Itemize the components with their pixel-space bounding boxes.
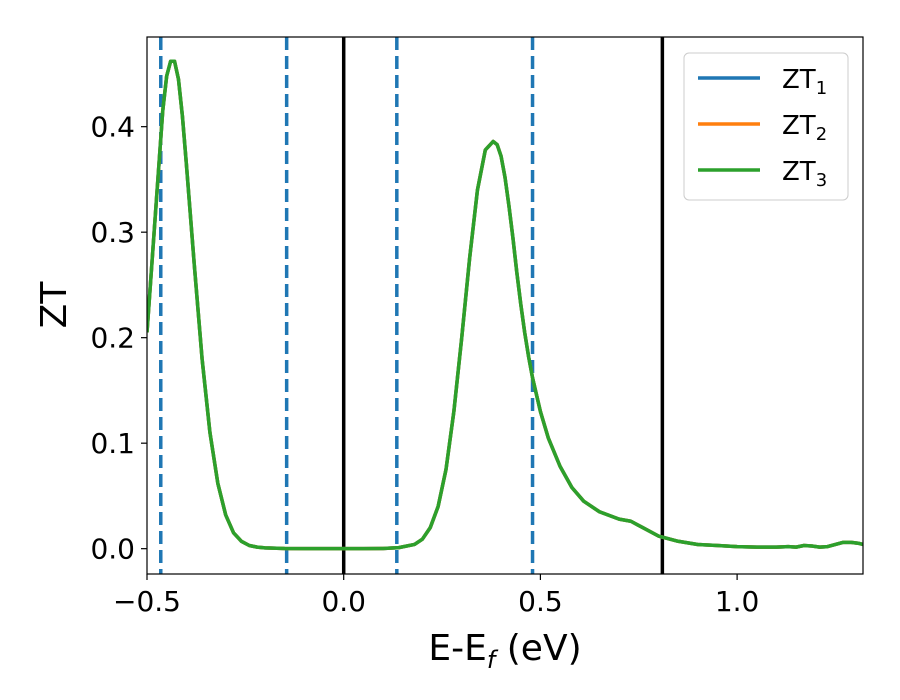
y-axis-label: ZT xyxy=(34,281,75,329)
series-lines xyxy=(147,59,863,551)
legend-label-zt2: ZT2 xyxy=(782,111,827,145)
x-axis-label-suffix: (eV) xyxy=(495,628,581,669)
y-tick-label-3: 0.3 xyxy=(90,216,135,249)
y-tick-label-1: 0.1 xyxy=(90,427,135,460)
axis-ticks: −0.5 0.0 0.5 1.0 0.0 0.1 0.2 0.3 0.4 xyxy=(90,111,759,618)
x-tick-label-1: 0.0 xyxy=(321,585,366,618)
reference-lines xyxy=(159,37,665,574)
y-tick-label-4: 0.4 xyxy=(90,111,135,144)
x-axis-label: E-Ef (eV) xyxy=(428,628,581,674)
y-tick-label-2: 0.2 xyxy=(90,322,135,355)
legend-box xyxy=(683,52,849,201)
x-tick-label-2: 0.5 xyxy=(518,585,563,618)
series-line-zt3 xyxy=(147,59,863,551)
x-tick-label-3: 1.0 xyxy=(715,585,760,618)
y-tick-label-0: 0.0 xyxy=(90,533,135,566)
plot-frame xyxy=(146,36,864,575)
legend-label-zt1: ZT1 xyxy=(782,65,827,99)
legend: ZT1 ZT2 ZT3 xyxy=(683,52,849,201)
x-tick-label-0: −0.5 xyxy=(113,585,181,618)
legend-label-zt3: ZT3 xyxy=(782,157,827,191)
x-axis-label-main: E-E xyxy=(428,628,486,669)
